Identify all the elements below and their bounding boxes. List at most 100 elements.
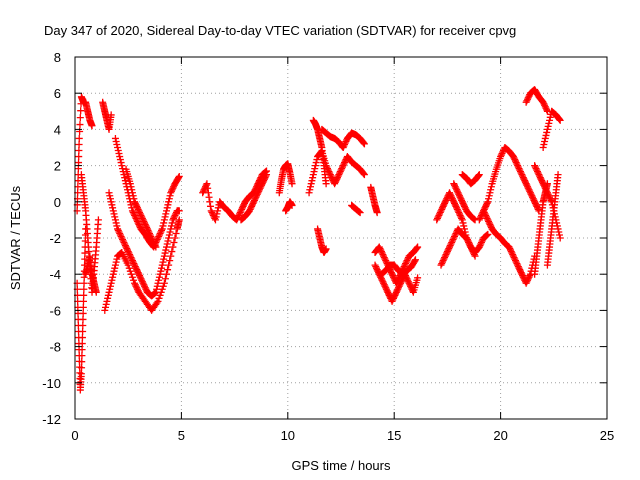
plus-marker [482, 202, 490, 210]
plus-marker [137, 211, 145, 219]
plus-marker [441, 254, 449, 262]
plus-marker [158, 225, 166, 233]
plus-marker [392, 290, 400, 298]
plus-marker [77, 370, 85, 378]
series-track-m [282, 198, 296, 215]
y-tick-label: -2 [49, 231, 61, 246]
plus-marker [392, 288, 400, 296]
plus-marker [460, 222, 468, 230]
plus-marker [475, 171, 483, 179]
plus-marker [457, 213, 465, 221]
plus-marker [554, 171, 562, 179]
plus-marker [337, 166, 345, 174]
plus-marker [516, 168, 524, 176]
plus-marker [163, 270, 171, 278]
plus-marker [525, 273, 533, 281]
plus-marker [450, 199, 458, 207]
plus-marker [162, 210, 170, 218]
plus-marker [164, 237, 172, 245]
plus-marker [452, 184, 460, 192]
plus-marker [555, 115, 563, 123]
plus-marker [124, 248, 132, 256]
plus-marker [111, 261, 119, 269]
plus-marker [158, 226, 166, 234]
plus-marker [305, 189, 313, 197]
plus-marker [169, 184, 177, 192]
plus-marker [442, 196, 450, 204]
plus-marker [118, 162, 126, 170]
plus-marker [151, 242, 159, 250]
plus-marker [450, 180, 458, 188]
plus-marker [371, 261, 379, 269]
plus-marker [458, 216, 466, 224]
plus-marker [447, 192, 455, 200]
plus-marker [145, 229, 153, 237]
plus-marker [163, 207, 171, 215]
plus-marker [486, 220, 494, 228]
plus-marker [331, 178, 339, 186]
plus-marker [438, 205, 446, 213]
plus-marker [126, 267, 134, 275]
plus-marker [411, 257, 419, 265]
plus-marker [536, 172, 544, 180]
series-track-b [73, 93, 96, 215]
plus-marker [170, 214, 178, 222]
plus-marker [471, 252, 479, 260]
x-tick-labels: 0 5 10 15 20 25 [71, 428, 614, 443]
plus-marker [80, 273, 88, 281]
plus-marker [448, 195, 456, 203]
plus-marker [206, 202, 214, 210]
plus-marker [510, 254, 518, 262]
plus-marker [539, 98, 547, 106]
plus-marker [258, 181, 266, 189]
plus-marker [154, 279, 162, 287]
plus-marker [514, 261, 522, 269]
plus-marker [444, 246, 452, 254]
plus-marker [454, 189, 462, 197]
plus-marker [522, 279, 530, 287]
plus-marker [107, 111, 115, 119]
plus-marker [164, 201, 172, 209]
plus-marker [248, 201, 256, 209]
plus-marker [331, 180, 339, 188]
plus-marker [254, 189, 262, 197]
plus-marker [482, 211, 490, 219]
plus-marker [309, 174, 317, 182]
plus-marker [116, 231, 124, 239]
plus-marker [532, 201, 540, 209]
plus-marker [127, 270, 135, 278]
plus-marker [148, 236, 156, 244]
plus-marker [519, 272, 527, 280]
plus-marker [477, 239, 485, 247]
plus-marker [141, 220, 149, 228]
plus-marker [113, 140, 121, 148]
plus-marker [360, 139, 368, 147]
plus-marker [155, 232, 163, 240]
plus-marker [117, 232, 125, 240]
plus-marker [261, 174, 269, 182]
plus-marker [238, 204, 246, 212]
plus-marker [156, 291, 164, 299]
plus-marker [394, 285, 402, 293]
plus-marker [393, 287, 401, 295]
plus-marker [531, 162, 539, 170]
plus-marker [128, 273, 136, 281]
plus-marker [245, 207, 253, 215]
plus-marker [150, 240, 158, 248]
series-track-a [73, 225, 90, 394]
plus-marker [236, 208, 244, 216]
x-tick-label: 10 [281, 428, 295, 443]
plus-marker [236, 210, 244, 218]
plus-marker [485, 217, 493, 225]
plus-marker [130, 210, 138, 218]
plus-marker [138, 276, 146, 284]
plus-marker [170, 183, 178, 191]
plus-marker [529, 193, 537, 201]
y-axis-label: SDTVAR / TECUs [8, 185, 23, 290]
plus-marker [168, 186, 176, 194]
plus-marker [531, 163, 539, 171]
plus-marker [204, 184, 212, 192]
plus-marker [533, 168, 541, 176]
plus-marker [132, 214, 140, 222]
plus-marker [146, 231, 154, 239]
